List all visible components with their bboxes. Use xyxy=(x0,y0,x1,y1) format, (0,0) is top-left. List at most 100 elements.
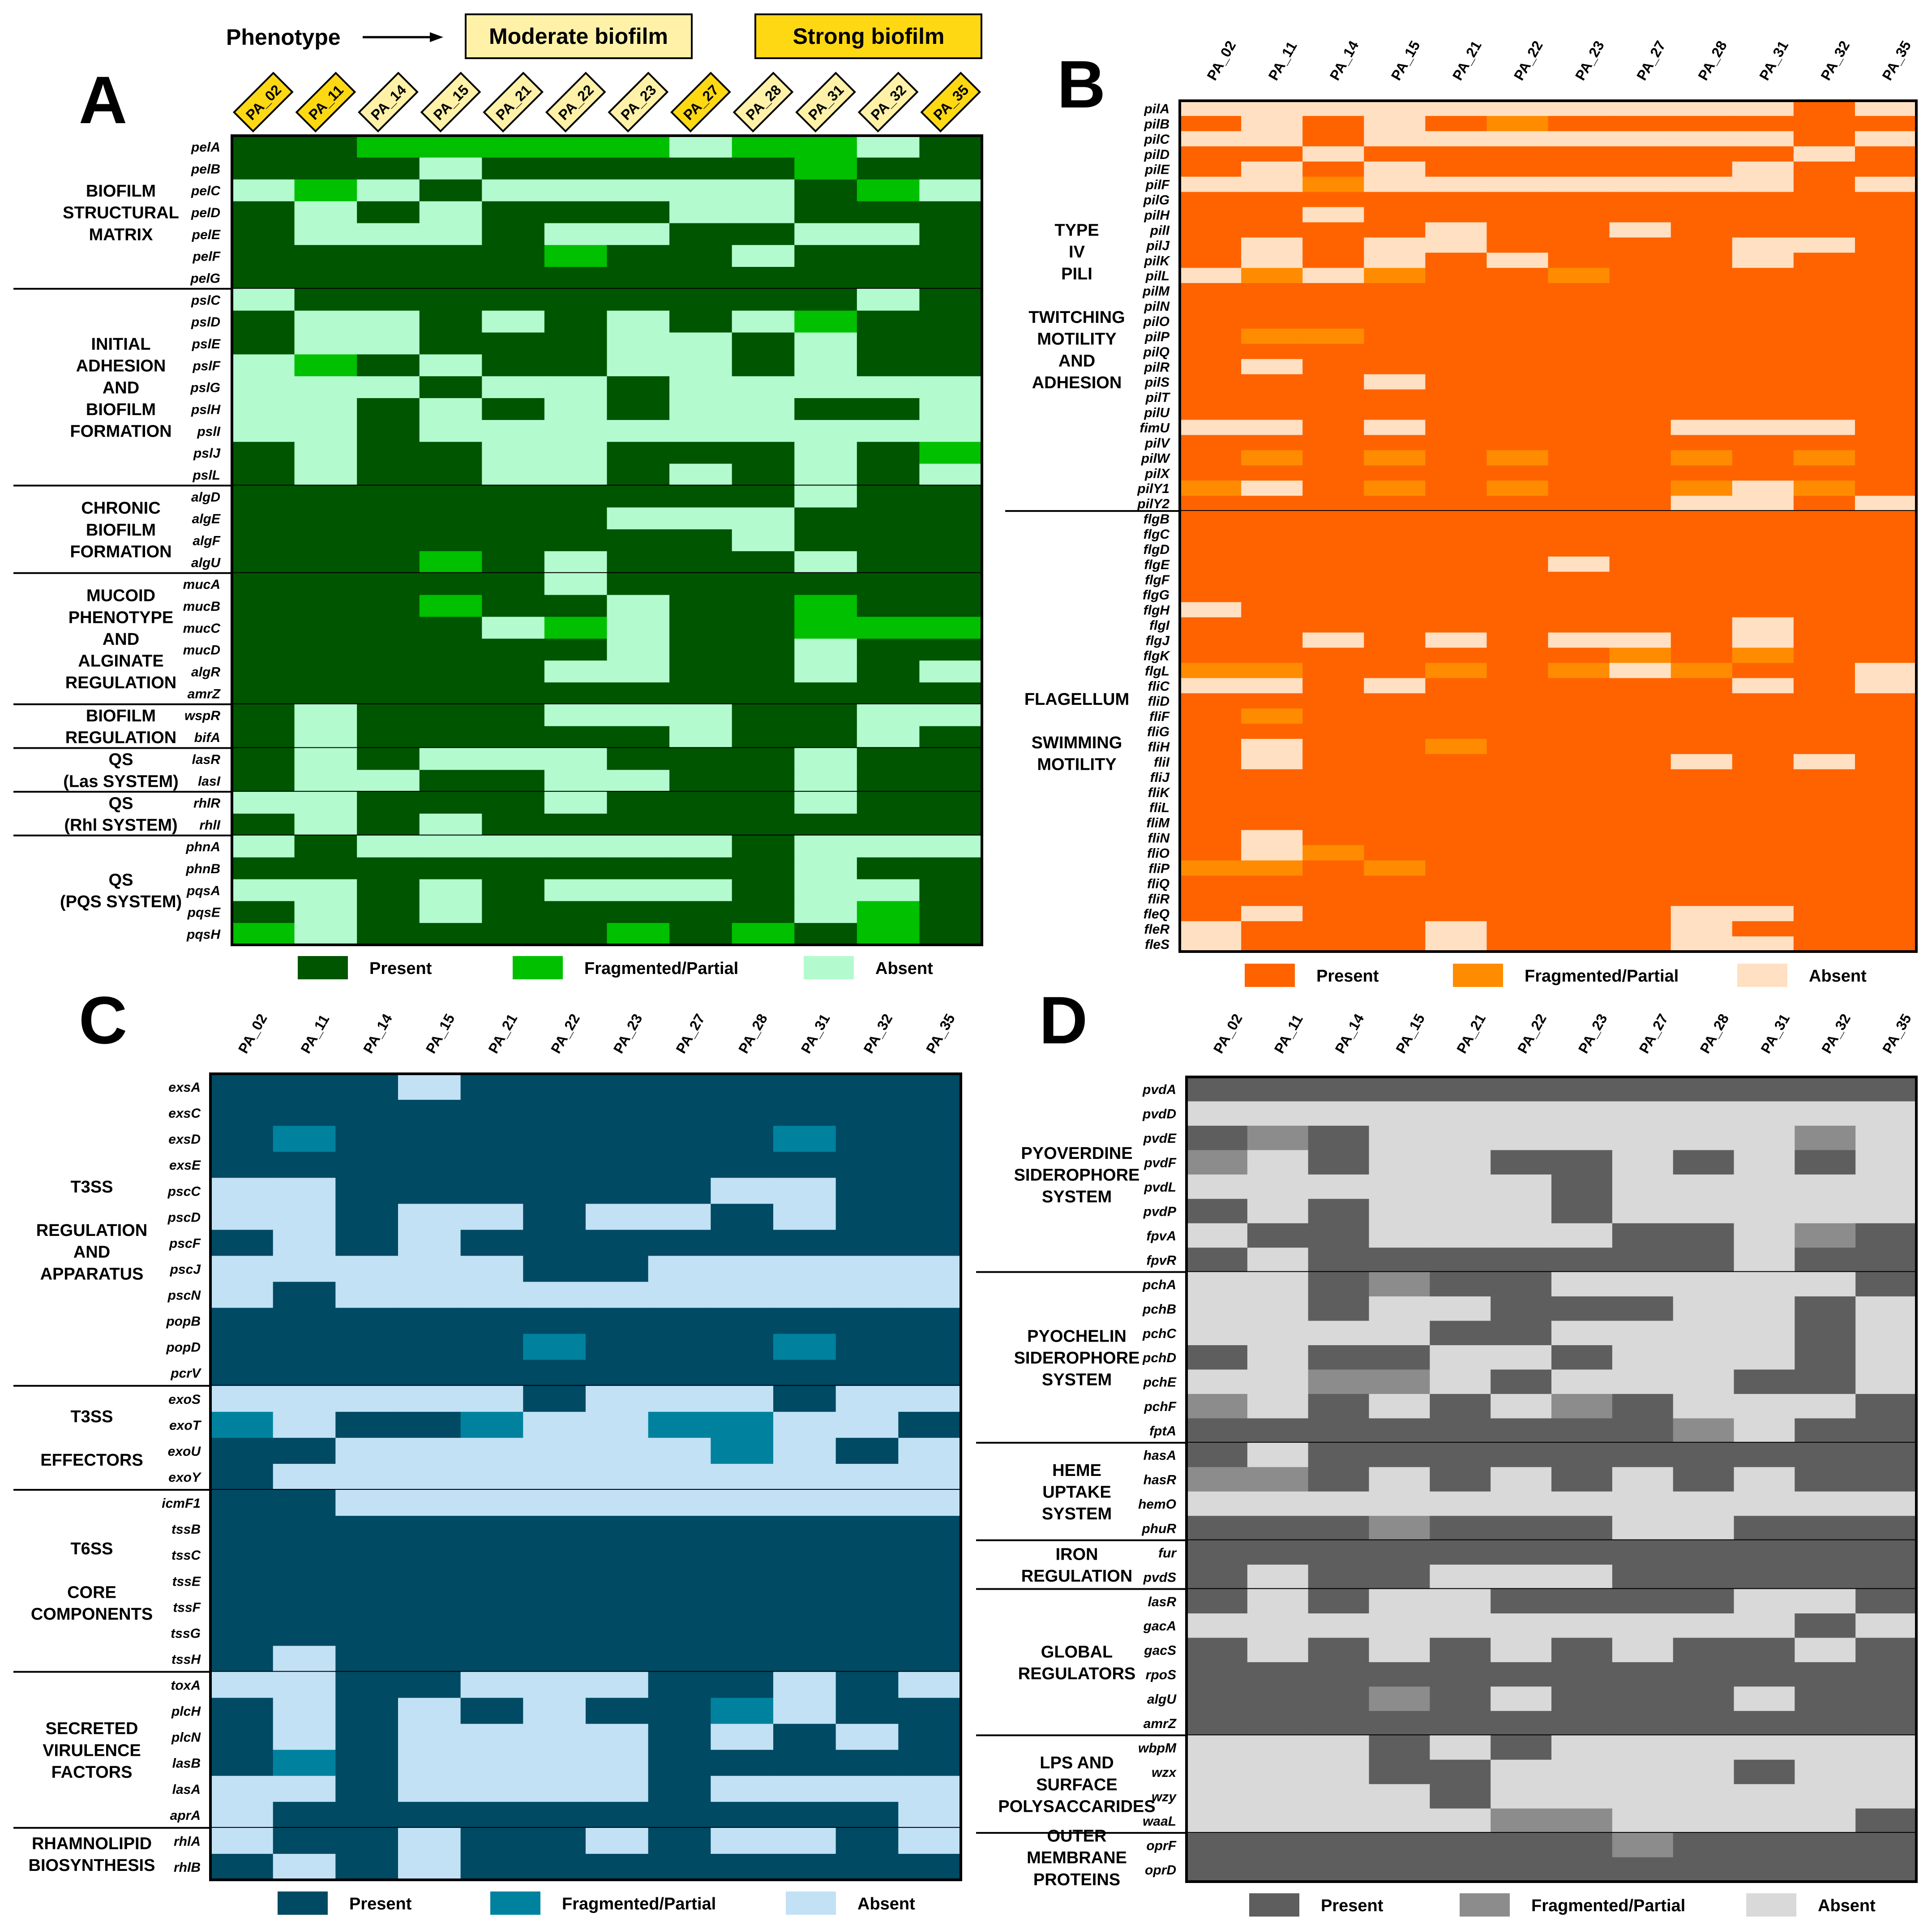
heatmap-cell xyxy=(1548,541,1610,557)
heatmap-cell xyxy=(210,1724,274,1750)
heatmap-cell xyxy=(1795,1199,1856,1224)
heatmap-cell xyxy=(669,507,733,530)
heatmap-cell xyxy=(1855,101,1917,116)
heatmap-cell xyxy=(1187,1345,1248,1370)
heatmap-cell xyxy=(919,376,982,399)
heatmap-cell xyxy=(1486,116,1549,132)
heatmap-cell xyxy=(732,245,795,267)
heatmap-cell xyxy=(1241,678,1303,694)
heatmap-cell xyxy=(1308,1613,1370,1638)
heatmap-cell xyxy=(648,1360,711,1386)
heatmap-cell xyxy=(1671,253,1733,269)
heatmap-cell xyxy=(669,835,733,858)
gene-label: tssH xyxy=(171,1652,201,1667)
heatmap-cell xyxy=(1302,313,1365,329)
heatmap-cell xyxy=(523,1646,586,1673)
heatmap-cell xyxy=(335,1178,398,1205)
heatmap-cell xyxy=(1425,192,1487,208)
heatmap-cell xyxy=(294,179,357,202)
legend-label: Absent xyxy=(1809,967,1867,986)
heatmap-cell xyxy=(1795,1345,1856,1370)
heatmap-cell xyxy=(1671,754,1733,770)
heatmap-cell xyxy=(898,1516,961,1542)
heatmap-cell xyxy=(1247,1321,1309,1346)
heatmap-cell xyxy=(419,704,483,727)
heatmap-cell xyxy=(1364,343,1426,360)
heatmap-cell xyxy=(898,1750,961,1776)
heatmap-cell xyxy=(794,792,857,814)
heatmap-cell xyxy=(919,726,982,749)
heatmap-cell xyxy=(898,1178,961,1205)
heatmap-cell xyxy=(794,726,857,749)
heatmap-cell xyxy=(1732,815,1794,831)
gene-label: pilN xyxy=(1144,299,1170,314)
heatmap-cell xyxy=(1551,1662,1613,1687)
heatmap-cell xyxy=(419,551,483,574)
group-label: OUTER MEMBRANE PROTEINS xyxy=(1027,1827,1127,1889)
heatmap-cell xyxy=(1180,526,1242,542)
heatmap-cell xyxy=(857,529,920,552)
heatmap-cell xyxy=(1734,1565,1795,1590)
heatmap-cell xyxy=(669,223,733,245)
heatmap-cell xyxy=(398,1334,461,1360)
heatmap-cell xyxy=(1180,176,1242,193)
heatmap-cell xyxy=(210,1334,274,1360)
heatmap-cell xyxy=(419,529,483,552)
gene-label: exsC xyxy=(168,1106,201,1121)
gene-label: plcH xyxy=(171,1704,201,1719)
heatmap-cell xyxy=(1793,116,1855,132)
heatmap-cell xyxy=(460,1230,524,1257)
heatmap-cell xyxy=(1673,1857,1735,1882)
heatmap-cell xyxy=(711,1308,774,1334)
heatmap-cell xyxy=(357,136,420,158)
heatmap-cell xyxy=(357,704,420,727)
heatmap-cell xyxy=(294,332,357,355)
heatmap-cell xyxy=(210,1542,274,1569)
heatmap-cell xyxy=(669,179,733,202)
heatmap-cell xyxy=(1425,237,1487,253)
heatmap-cell xyxy=(1855,1565,1917,1590)
heatmap-cell xyxy=(1855,587,1917,603)
heatmap-cell xyxy=(1241,739,1303,755)
heatmap-cell xyxy=(1855,860,1917,876)
heatmap-cell xyxy=(1241,343,1303,360)
heatmap-cell xyxy=(711,1750,774,1776)
heatmap-cell xyxy=(1247,1857,1309,1882)
heatmap-cell xyxy=(1609,298,1671,314)
heatmap-cell xyxy=(1548,799,1610,815)
heatmap-cell xyxy=(1187,1808,1248,1833)
heatmap-cell xyxy=(210,1568,274,1595)
gene-label: pvdP xyxy=(1143,1205,1177,1219)
group-label: SECRETED VIRULENCE FACTORS xyxy=(43,1720,141,1782)
gene-label: pelA xyxy=(191,140,220,154)
heatmap-cell xyxy=(1855,708,1917,724)
heatmap-cell xyxy=(398,1230,461,1257)
heatmap-cell xyxy=(232,507,295,530)
heatmap-cell xyxy=(210,1853,274,1880)
heatmap-cell xyxy=(1425,268,1487,283)
heatmap-cell xyxy=(419,201,483,224)
heatmap-cell xyxy=(1308,1125,1370,1151)
heatmap-cell xyxy=(919,420,982,442)
heatmap-cell xyxy=(1855,404,1917,420)
heatmap-cell xyxy=(1671,313,1733,329)
heatmap-cell xyxy=(232,639,295,661)
heatmap-cell xyxy=(607,245,670,267)
heatmap-cell xyxy=(794,223,857,245)
heatmap-cell xyxy=(1673,1808,1735,1833)
heatmap-cell xyxy=(1855,1442,1917,1468)
heatmap-cell xyxy=(419,595,483,618)
heatmap-cell xyxy=(1369,1808,1431,1833)
heatmap-cell xyxy=(1673,1442,1735,1468)
heatmap-cell xyxy=(544,179,608,202)
heatmap-cell xyxy=(232,813,295,836)
heatmap-cell xyxy=(1548,511,1610,527)
panel-letter-d: D xyxy=(1039,982,1088,1058)
heatmap-cell xyxy=(1486,359,1549,375)
heatmap-cell xyxy=(669,463,733,486)
heatmap-cell xyxy=(1364,541,1426,557)
heatmap-cell xyxy=(1671,617,1733,633)
heatmap-cell xyxy=(1732,632,1794,648)
heatmap-cell xyxy=(1180,769,1242,785)
heatmap-cell xyxy=(1734,1735,1795,1760)
